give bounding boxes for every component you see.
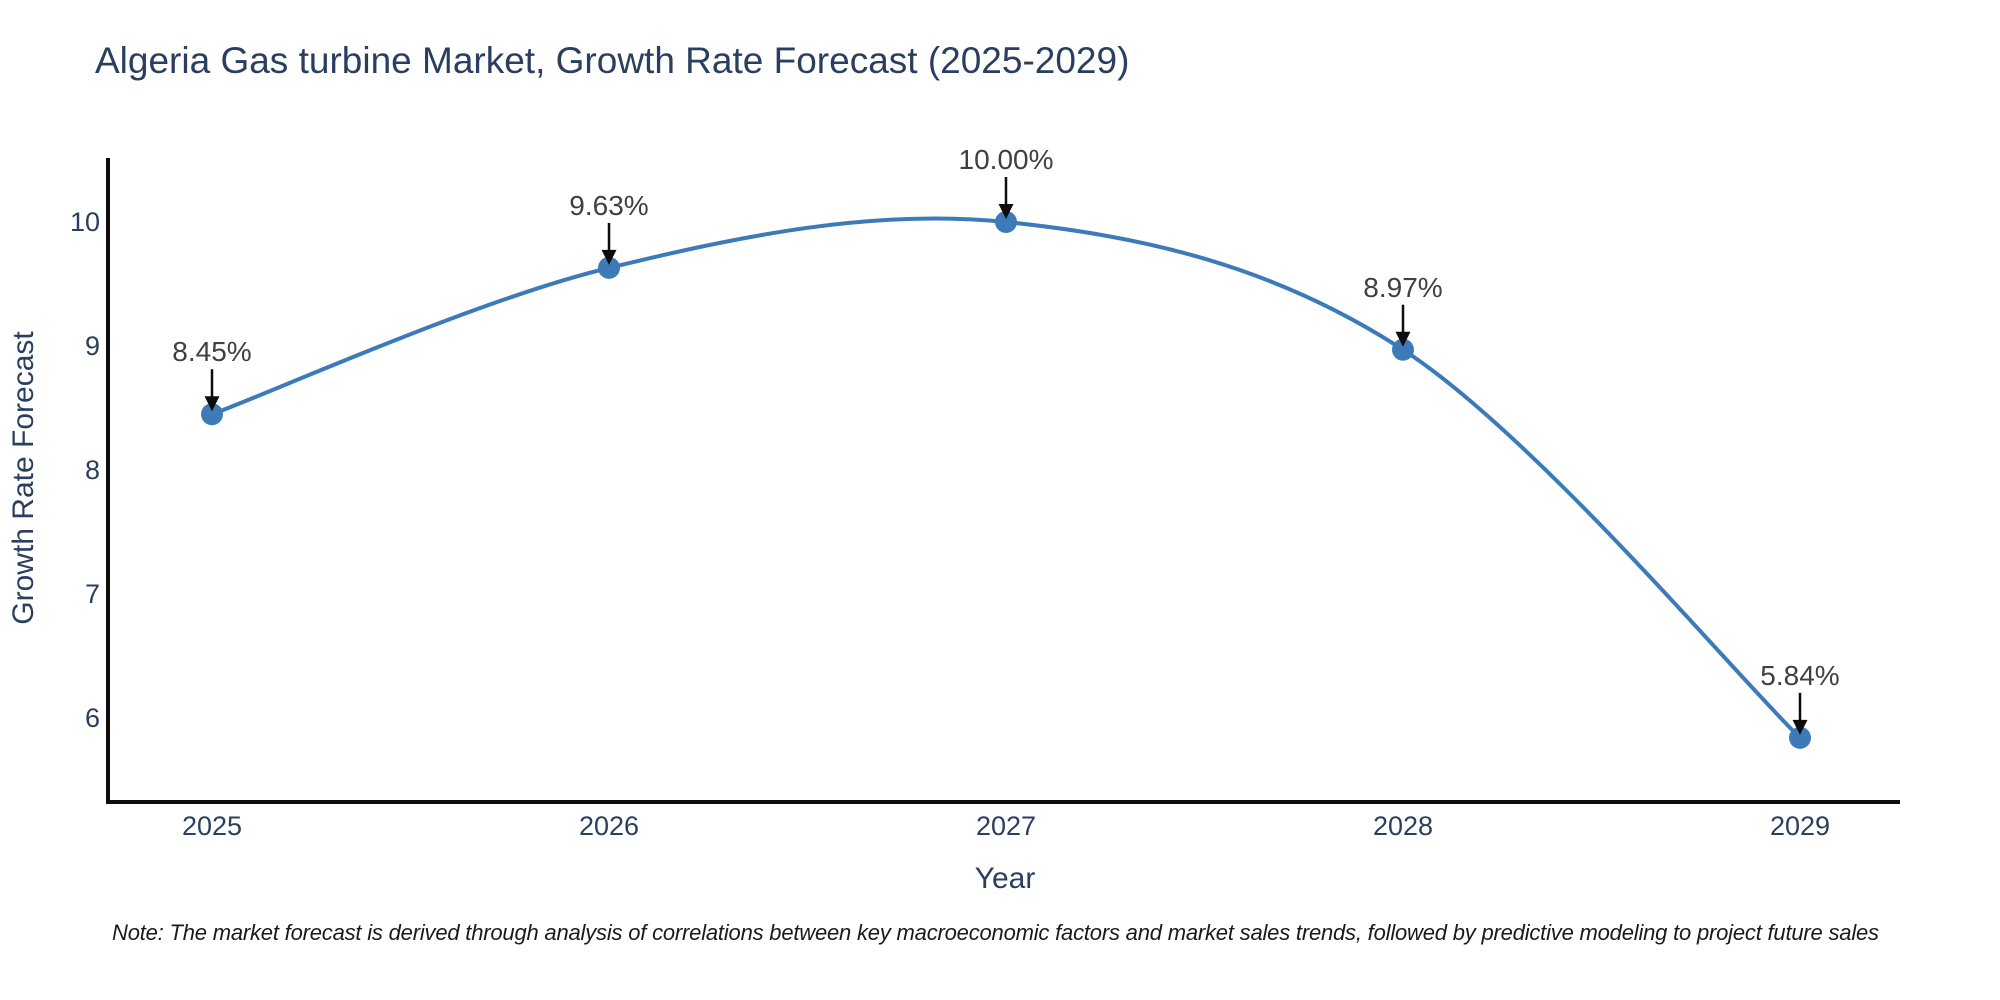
x-tick-label: 2029 xyxy=(1769,811,1831,841)
y-tick-label: 8 xyxy=(84,455,100,485)
annotation-arrowhead xyxy=(998,204,1014,219)
y-tick-label: 9 xyxy=(84,331,100,361)
data-point-marker xyxy=(1789,726,1811,749)
data-point-marker xyxy=(201,403,223,426)
footnote: Note: The market forecast is derived thr… xyxy=(112,920,1879,945)
x-tick-label: 2025 xyxy=(181,811,243,841)
axis-spines xyxy=(106,158,1900,804)
annotation-arrowhead xyxy=(601,249,617,265)
annotation-arrowhead xyxy=(1395,331,1411,347)
y-tick-label: 6 xyxy=(84,703,100,733)
data-point-marker xyxy=(598,256,620,279)
y-tick-label: 7 xyxy=(84,579,100,609)
forecast-line xyxy=(211,216,1802,740)
point-value-label: 9.63% xyxy=(569,189,649,221)
x-tick-label: 2028 xyxy=(1372,811,1434,841)
annotation-arrowhead xyxy=(204,396,220,412)
point-value-label: 8.97% xyxy=(1363,271,1443,303)
x-tick-label: 2026 xyxy=(578,811,640,841)
y-tick-label: 10 xyxy=(69,207,100,237)
data-point-marker xyxy=(995,211,1017,233)
chart-title: Algeria Gas turbine Market, Growth Rate … xyxy=(95,40,1130,81)
point-value-label: 10.00% xyxy=(958,144,1054,175)
annotation-arrowhead xyxy=(1792,719,1808,735)
point-value-label: 8.45% xyxy=(172,336,252,368)
point-value-label: 5.84% xyxy=(1760,659,1840,691)
x-axis-title: Year xyxy=(974,862,1036,895)
data-point-marker xyxy=(1392,338,1414,361)
x-tick-label: 2027 xyxy=(975,811,1037,841)
